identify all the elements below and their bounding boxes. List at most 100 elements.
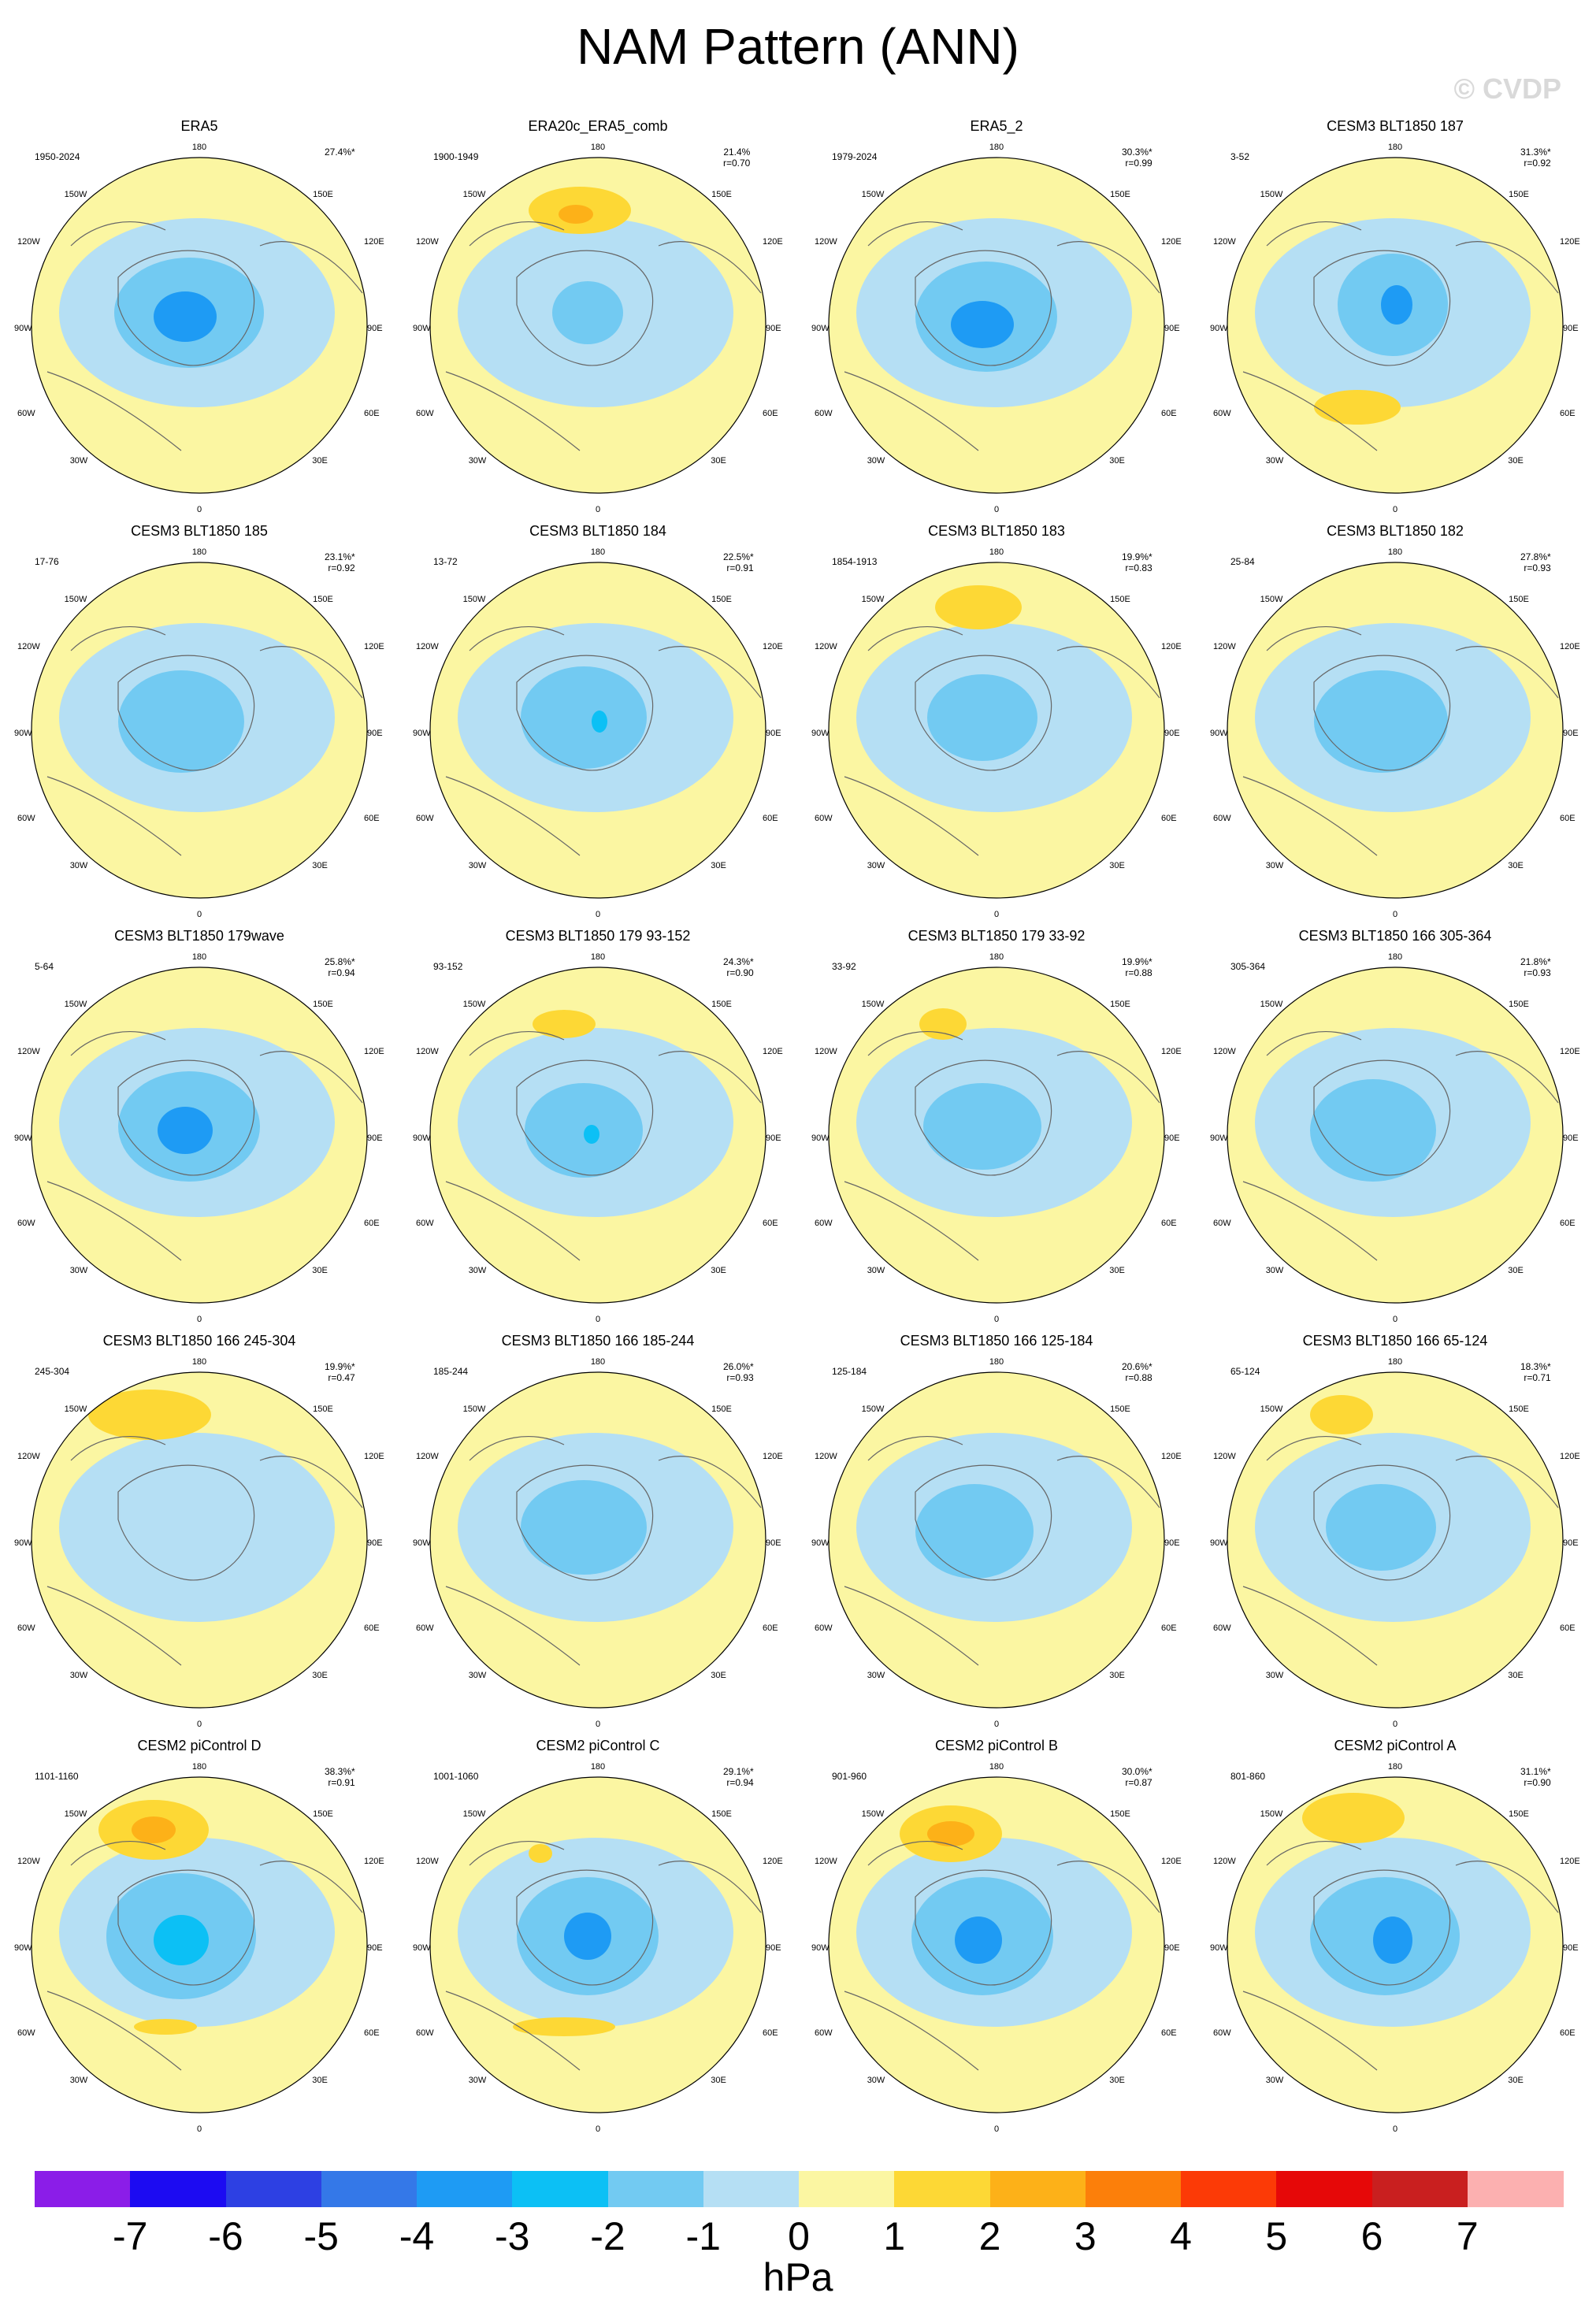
longitude-label: 150W [463,1404,486,1414]
anomaly-contour [154,1915,209,1965]
longitude-label: 120E [1161,642,1182,651]
map-border [828,1776,1165,2113]
longitude-label: 60W [1213,409,1231,418]
colorbar-tick: 1 [883,2214,906,2258]
panel-title: CESM3 BLT1850 166 245-304 [102,1333,296,1349]
map-border [1227,967,1564,1304]
colorbar-cell [130,2171,227,2207]
longitude-label: 120W [17,1047,40,1056]
longitude-label: 150E [711,190,732,199]
colorbar-tick: 0 [788,2214,810,2258]
panel-correlation: r=0.90 [1524,1777,1551,1788]
longitude-label: 0 [197,1720,202,1729]
longitude-label: 60W [1213,1219,1231,1228]
colorbar-cell [1371,2171,1468,2207]
longitude-label: 0 [994,505,999,514]
longitude-label: 90E [367,1943,383,1953]
longitude-label: 0 [197,505,202,514]
longitude-label: 0 [994,1315,999,1324]
anomaly-contour [134,2019,197,2035]
panel-title: ERA5 [180,118,218,134]
panel-variance: 19.9%* [325,1361,355,1372]
longitude-label: 60E [364,1623,380,1633]
longitude-label: 60W [17,1623,35,1633]
colorbar-cell [989,2171,1086,2207]
anomaly-contour [88,1390,211,1440]
panel-years: 93-152 [433,961,463,972]
colorbar-cell [799,2171,895,2207]
longitude-label: 180 [1388,1762,1402,1772]
anomaly-contour [1314,670,1448,773]
polar-map: 180 150W 150E 120W 120E 90W 90E 60W 60E 30W 30E 0 [811,1357,1182,1729]
colorbar-cell [35,2171,131,2207]
panel-correlation: r=0.92 [1524,158,1551,169]
anomaly-contour [552,281,623,344]
longitude-label: 60W [815,814,833,823]
longitude-label: 120E [1161,1047,1182,1056]
polar-map: 180 150W 150E 120W 120E 90W 90E 60W 60E 30W 30E 0 [1210,143,1580,514]
map-border [429,1371,766,1709]
longitude-label: 150W [65,1809,87,1819]
map-border [429,562,766,899]
panel-variance: 30.0%* [1122,1766,1152,1777]
panel-correlation: r=0.88 [1125,967,1152,978]
longitude-label: 30E [1508,1671,1524,1680]
longitude-label: 90E [1164,729,1180,738]
coastline [46,1841,363,2071]
longitude-label: 150W [862,190,885,199]
longitude-label: 90W [14,1538,32,1548]
longitude-label: 60E [1161,814,1177,823]
longitude-label: 150W [1260,1404,1283,1414]
longitude-label: 30W [1266,1266,1284,1275]
longitude-label: 60E [1161,2028,1177,2038]
longitude-label: 30E [1109,861,1125,870]
longitude-label: 150W [65,1000,87,1009]
panel-title: CESM3 BLT1850 185 [131,523,268,539]
panel-variance: 29.1%* [723,1766,754,1777]
panel-variance: 24.3%* [723,956,754,967]
longitude-label: 150E [711,1404,732,1414]
longitude-label: 120W [17,237,40,247]
polar-map: 180 150W 150E 120W 120E 90W 90E 60W 60E 30W 30E 0 [1210,952,1580,1324]
panel-variance: 30.3%* [1122,147,1152,158]
longitude-label: 60E [763,814,778,823]
longitude-label: 180 [989,547,1004,557]
map-panel: CESM3 BLT1850 166 245-304 180 150W 150E 120W… [0,1333,399,1739]
longitude-label: 90W [14,1943,32,1953]
panel-correlation: r=0.99 [1125,158,1152,169]
polar-map: 180 150W 150E 120W 120E 90W 90E 60W 60E 30W 30E 0 [1210,1762,1580,2134]
longitude-label: 60W [1213,2028,1231,2038]
panel-variance: 27.8%* [1520,551,1551,562]
coastline [844,626,1160,856]
longitude-label: 120W [815,1857,837,1866]
longitude-label: 30E [1508,861,1524,870]
longitude-label: 120E [1161,1857,1182,1866]
panel-years: 33-92 [832,961,856,972]
longitude-label: 150W [65,595,87,604]
longitude-label: 120W [1213,1452,1236,1461]
longitude-label: 90W [413,729,431,738]
panel-title: CESM3 BLT1850 179wave [114,928,284,944]
coastline [1242,626,1559,856]
panel-years: 901-960 [832,1771,867,1782]
map-border [1227,1776,1564,2113]
longitude-label: 30E [312,1671,328,1680]
longitude-label: 90W [413,324,431,333]
coastline [844,221,1160,451]
longitude-label: 60W [17,409,35,418]
anomaly-contour [158,1107,213,1154]
longitude-label: 90E [766,1134,781,1143]
panel-variance: 25.8%* [325,956,355,967]
panel-years: 13-72 [433,556,458,567]
coastline [844,1031,1160,1261]
longitude-label: 120E [763,1452,783,1461]
anomaly-contour [118,670,244,773]
longitude-label: 150E [1509,595,1529,604]
longitude-label: 0 [197,2124,202,2134]
panel-title: CESM3 BLT1850 166 125-184 [900,1333,1093,1349]
anomaly-contour [1381,285,1412,325]
panel-stats: 31.3%* r=0.92 [1520,147,1551,169]
panel-title: CESM2 piControl A [1334,1738,1457,1753]
longitude-label: 30W [867,2076,885,2085]
longitude-label: 90E [1563,1538,1579,1548]
